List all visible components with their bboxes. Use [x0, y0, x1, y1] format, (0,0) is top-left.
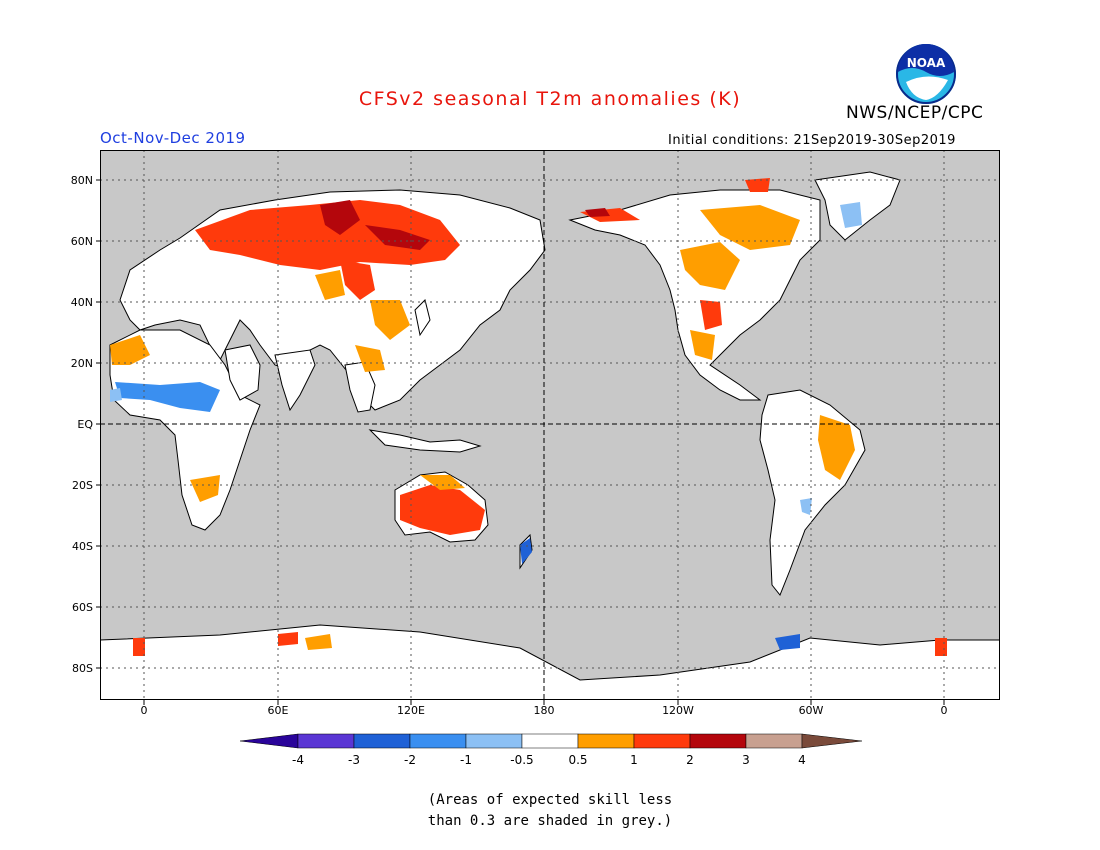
lon-label-0: 0	[141, 704, 148, 717]
lon-label-120E: 120E	[397, 704, 425, 717]
colorbar-bin-5	[521, 733, 579, 749]
lat-label-40S: 40S	[72, 540, 93, 553]
agency-label: NWS/NCEP/CPC	[846, 103, 984, 123]
lat-label-80S: 80S	[72, 662, 93, 675]
india-landmass	[274, 349, 316, 412]
lon-label-120W: 120W	[662, 704, 694, 717]
colorbar-bin-4	[465, 733, 523, 749]
africa-landmass	[109, 329, 261, 531]
footnote-line-1: (Areas of expected skill less	[427, 792, 673, 808]
lon-label-60W: 60W	[799, 704, 824, 717]
lon-label-180: 180	[534, 704, 555, 717]
colorbar-bin-2	[353, 733, 411, 749]
colorbar-bin-6	[577, 733, 635, 749]
lat-label-EQ: EQ	[77, 418, 93, 431]
noaa-logo: NOAA	[896, 44, 956, 104]
map-axes: 80N 60N 40N 20N EQ 20S 40S 60S 80S 0 60E 120E 180 12…	[71, 174, 948, 717]
colorbar-bin-9	[745, 733, 803, 749]
world-map	[100, 150, 1000, 700]
lat-label-60S: 60S	[72, 601, 93, 614]
lat-label-20N: 20N	[71, 357, 93, 370]
colorbar-label: 4	[798, 753, 806, 767]
colorbar: -4 -3 -2 -1 -0.5 0.5 1 2 3 4	[240, 733, 863, 767]
colorbar-label: -3	[348, 753, 360, 767]
colorbar-label: 2	[686, 753, 694, 767]
footnote-line-2: than 0.3 are shaded in grey.)	[427, 813, 673, 829]
latitude-labels: 80N 60N 40N 20N EQ 20S 40S 60S 80S	[71, 174, 100, 675]
colorbar-high-arrow	[801, 733, 863, 749]
lon-label-0: 0	[941, 704, 948, 717]
colorbar-low-arrow	[240, 733, 299, 749]
logo-text: NOAA	[907, 56, 946, 70]
colorbar-bin-3	[409, 733, 467, 749]
colorbar-label: -0.5	[510, 753, 533, 767]
lat-label-60N: 60N	[71, 235, 93, 248]
colorbar-label: 1	[630, 753, 638, 767]
lat-label-40N: 40N	[71, 296, 93, 309]
colorbar-bin-8	[689, 733, 747, 749]
japan-landmass	[414, 299, 431, 337]
lat-label-80N: 80N	[71, 174, 93, 187]
anomaly-patches	[110, 178, 947, 656]
lon-label-60E: 60E	[268, 704, 289, 717]
skill-footnote: (Areas of expected skill less than 0.3 a…	[0, 790, 1100, 832]
colorbar-bin-1	[297, 733, 355, 749]
graticule	[100, 150, 1000, 700]
colorbar-label: 0.5	[568, 753, 587, 767]
arabia-landmass	[224, 344, 261, 401]
indonesia-landmass	[368, 429, 482, 453]
colorbar-label: -2	[404, 753, 416, 767]
equator-dateline	[100, 150, 1000, 700]
longitude-labels: 0 60E 120E 180 120W 60W 0	[141, 700, 948, 717]
map-title: CFSv2 seasonal T2m anomalies (K)	[358, 88, 742, 110]
colorbar-label: 3	[742, 753, 750, 767]
initial-conditions-label: Initial conditions: 21Sep2019-30Sep2019	[668, 133, 956, 148]
lat-label-20S: 20S	[72, 479, 93, 492]
colorbar-label: -1	[460, 753, 472, 767]
colorbar-bin-7	[633, 733, 691, 749]
season-label: Oct-Nov-Dec 2019	[100, 129, 246, 147]
colorbar-label: -4	[292, 753, 304, 767]
